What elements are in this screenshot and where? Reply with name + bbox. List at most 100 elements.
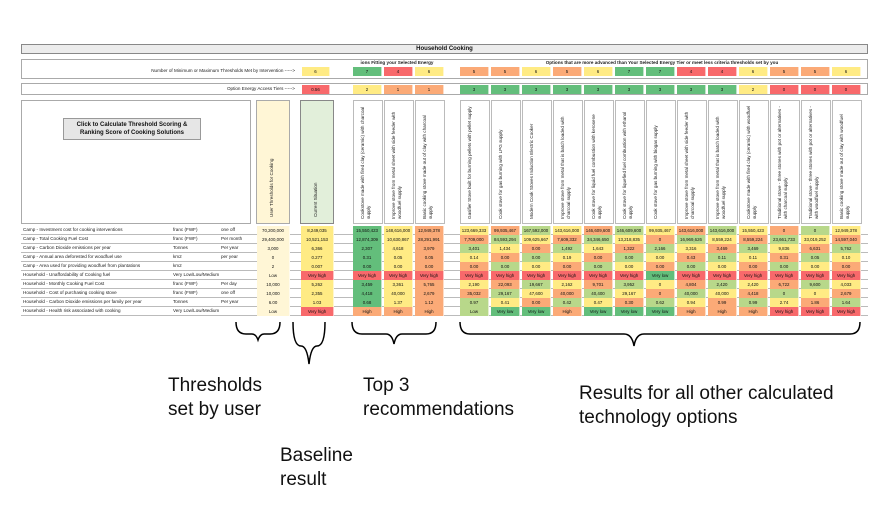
option-value: 35,032 <box>460 289 489 298</box>
row-unit: franc (FWF) <box>173 227 198 232</box>
row-unit: franc (FWF) <box>173 281 198 286</box>
option-value: 2,679 <box>832 289 861 298</box>
option-value: 109,625,667 <box>522 235 551 244</box>
user-threshold-value: 0 <box>257 253 290 262</box>
option-header-cell: Improve stove from metal sheet with side… <box>384 100 414 224</box>
option-header-cell: Cook stove for liquid fuel combustion wi… <box>584 100 614 224</box>
top3-value: 4,418 <box>353 289 382 298</box>
row-unit: km2 <box>173 263 182 268</box>
option-value: 0.00 <box>615 262 644 271</box>
option-value: Very high <box>491 271 520 280</box>
row-label: Camp - Investment cost for cooking inter… <box>23 227 123 232</box>
option-value: 0.42 <box>553 298 582 307</box>
option-header-cell: Traditional stove - three stones with po… <box>770 100 800 224</box>
option-value: Very high <box>801 271 830 280</box>
option-name: Cook stove for liquid fuel combustion wi… <box>591 114 602 219</box>
row-unit: Very Low/Low/Medium/High/Very high <box>173 272 219 277</box>
top3-value: 3,979 <box>415 244 444 253</box>
option-value: 15,550,423 <box>739 226 768 235</box>
option-value: 146,609,600 <box>584 226 613 235</box>
option-tier: 3 <box>615 85 644 94</box>
option-score: 5 <box>770 67 799 76</box>
row-period: Per year <box>221 299 239 304</box>
caption-thresholds: Thresholds set by user <box>168 375 262 420</box>
top3-value: High <box>353 307 382 316</box>
option-value: 0.31 <box>770 253 799 262</box>
option-value: 40,000 <box>677 289 706 298</box>
option-score: 5 <box>553 67 582 76</box>
top3-value: 15,550,423 <box>353 226 382 235</box>
option-score: 5 <box>491 67 520 76</box>
current-value: 5,262 <box>301 280 334 289</box>
row-unit: Very Low/Low/Medium/High/Very high <box>173 308 219 313</box>
top3-value: 0.68 <box>353 298 382 307</box>
option-name: Cook stove for gas burning with LPG supp… <box>498 129 503 219</box>
option-value: 0.43 <box>677 253 706 262</box>
row-unit: km2 <box>173 254 182 259</box>
table-row <box>21 298 868 307</box>
option-value: 1.86 <box>801 298 830 307</box>
option-name: Cook stove for liquefied fuel combustion… <box>622 111 633 219</box>
row-label: Household - Monthly Cooking Fuel Cost <box>23 281 105 286</box>
option-header-cell: Cook stove for liquefied fuel combustion… <box>615 100 645 224</box>
option-value: 14,597,040 <box>832 235 861 244</box>
option-header-cell: Cookstove made with fired clay (ceramic)… <box>739 100 769 224</box>
top3-value: Very high <box>353 271 382 280</box>
bracket-thresholds <box>235 321 281 343</box>
tier-row-area <box>21 83 868 95</box>
calculate-button[interactable]: Click to Calculate Threshold Scoring & R… <box>63 118 201 140</box>
current-situation-header-cell: Current Situation <box>300 100 334 224</box>
option-value: 0.14 <box>460 253 489 262</box>
option-value: 0.47 <box>584 298 613 307</box>
user-thresholds-header: User Thresholds for Cooking <box>269 158 274 217</box>
brackets <box>235 321 861 365</box>
option-value: 0.10 <box>832 253 861 262</box>
option-value: High <box>708 307 737 316</box>
option-value: 7,709,000 <box>460 235 489 244</box>
caption-top3: Top 3 recommendations <box>363 375 515 420</box>
option-tier: 0 <box>832 85 861 94</box>
option-value: 1.64 <box>832 298 861 307</box>
option-value: 29,167 <box>491 289 520 298</box>
option-value: 2,420 <box>739 280 768 289</box>
option-value: 0.41 <box>491 298 520 307</box>
option-value: 0 <box>646 280 675 289</box>
top3-value: High <box>384 307 413 316</box>
option-value: 9,836 <box>770 244 799 253</box>
option-value: 5,762 <box>832 244 861 253</box>
top3-value: 2,307 <box>353 244 382 253</box>
current-value: 0.277 <box>301 253 334 262</box>
option-tier: 2 <box>353 85 382 94</box>
top3-value: 1.12 <box>415 298 444 307</box>
top3-value: 0.05 <box>415 253 444 262</box>
caption-baseline: Baseline result <box>280 445 353 490</box>
thresholds-met-area <box>21 59 868 79</box>
option-score: 6 <box>832 67 861 76</box>
option-value: 2,190 <box>460 280 489 289</box>
row-label: Household - Cost of purchasing cooking s… <box>23 290 117 295</box>
option-value: Very low <box>646 307 675 316</box>
option-name: Improve stove from metal that is batch l… <box>715 116 726 219</box>
option-value: 0.19 <box>553 253 582 262</box>
option-name: Improve stove from metal sheet with side… <box>391 111 402 219</box>
option-value: Very high <box>832 271 861 280</box>
option-score: 4 <box>708 67 737 76</box>
table-row <box>21 271 868 280</box>
option-value: 0.00 <box>491 262 520 271</box>
option-value: 4,418 <box>739 289 768 298</box>
row-period: Per day <box>221 281 237 286</box>
option-tier: 1 <box>384 85 413 94</box>
top3-value: 0.00 <box>384 262 413 271</box>
option-name: Basic cooking stove made out of clay wit… <box>422 115 433 219</box>
option-value: 3,316 <box>677 244 706 253</box>
option-value: 2.74 <box>770 298 799 307</box>
option-header-cell: Cook stove for gas burning with LPG supp… <box>491 100 521 224</box>
fitting-options-header: ions Fitting your Selected Energy <box>360 60 434 65</box>
top3-value: Very high <box>415 271 444 280</box>
option-value: 8,559,224 <box>708 235 737 244</box>
option-header-cell: Cookstove made with fired clay (ceramic)… <box>353 100 383 224</box>
option-value: 33,019,252 <box>801 235 830 244</box>
table-row <box>21 280 868 289</box>
top3-value: 12,874,309 <box>353 235 382 244</box>
option-tier: 1 <box>415 85 444 94</box>
